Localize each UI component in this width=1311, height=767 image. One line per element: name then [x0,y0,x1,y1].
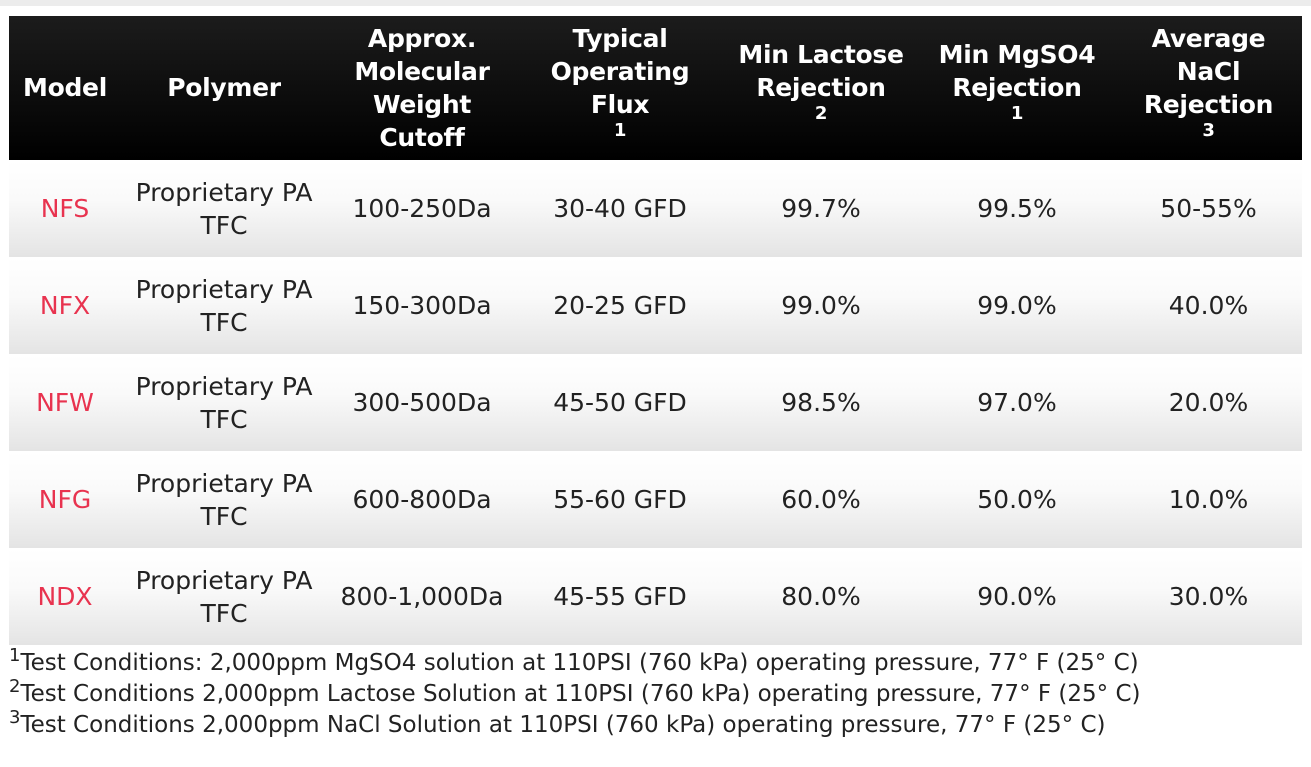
flux-cell: 45-55 GFD [553,582,687,612]
nacl-cell: 40.0% [1168,291,1249,320]
footnote-2: 2Test Conditions 2,000ppm Lactose Soluti… [9,676,1141,708]
header-mwco: Approx. Molecular Weight Cutoff [354,23,490,152]
nacl-cell: 20.0% [1168,388,1249,417]
table-row: NFX Proprietary PA TFC 150-300Da 20-25 GF… [9,257,1302,354]
lactose-cell: 80.0% [781,582,861,612]
mwco-cell: 300-500Da [352,388,492,417]
polymer-cell: Proprietary PA TFC [135,177,313,240]
top-strip [0,0,1311,6]
header-nacl: Average NaCl Rejection 3 [1143,23,1274,141]
polymer-cell: Proprietary PA TFC [135,371,313,434]
header-model: Model [23,73,107,103]
header-flux: Typical Operating Flux 1 [550,23,690,141]
membrane-spec-table: Model Polymer Approx. Molecular Weight C… [9,16,1302,645]
header-row: Model Polymer Approx. Molecular Weight C… [9,16,1302,160]
mwco-cell: 600-800Da [352,485,492,514]
flux-cell: 20-25 GFD [553,291,687,320]
footnote-1: 1Test Conditions: 2,000ppm MgSO4 solutio… [9,645,1139,677]
model-cell: NFW [36,388,94,417]
header-polymer: Polymer [167,73,281,103]
polymer-cell: Proprietary PA TFC [135,565,313,628]
table-row: NFG Proprietary PA TFC 600-800Da 55-60 GF… [9,451,1302,548]
footnote-3: 3Test Conditions 2,000ppm NaCl Solution … [9,707,1106,739]
flux-cell: 30-40 GFD [553,194,687,223]
nacl-cell: 30.0% [1168,582,1249,612]
lactose-cell: 99.7% [781,194,861,223]
mwco-cell: 150-300Da [352,291,492,320]
mwco-cell: 800-1,000Da [340,582,504,612]
model-cell: NDX [37,582,93,612]
table-row: NDX Proprietary PA TFC 800-1,000Da 45-55 … [9,548,1302,645]
flux-cell: 55-60 GFD [553,485,687,514]
lactose-cell: 60.0% [781,485,861,514]
model-cell: NFS [40,194,90,223]
model-cell: NFG [38,485,92,514]
lactose-cell: 98.5% [781,388,861,417]
mgso4-cell: 99.0% [977,291,1057,320]
polymer-cell: Proprietary PA TFC [135,274,313,337]
model-cell: NFX [39,291,91,320]
mgso4-cell: 50.0% [977,485,1057,514]
header-lactose: Min Lactose Rejection 2 [738,40,904,125]
mgso4-cell: 90.0% [977,582,1057,612]
table-row: NFW Proprietary PA TFC 300-500Da 45-50 GF… [9,354,1302,451]
polymer-cell: Proprietary PA TFC [135,468,313,531]
flux-cell: 45-50 GFD [553,388,687,417]
mgso4-cell: 99.5% [977,194,1057,223]
mgso4-cell: 97.0% [977,388,1057,417]
header-mgso4: Min MgSO4 Rejection 1 [938,40,1096,125]
nacl-cell: 10.0% [1168,485,1249,514]
mwco-cell: 100-250Da [352,194,492,223]
lactose-cell: 99.0% [781,291,861,320]
table-row: NFS Proprietary PA TFC 100-250Da 30-40 GF… [9,160,1302,257]
nacl-cell: 50-55% [1160,194,1257,223]
footnotes: 1Test Conditions: 2,000ppm MgSO4 solutio… [9,645,1299,741]
